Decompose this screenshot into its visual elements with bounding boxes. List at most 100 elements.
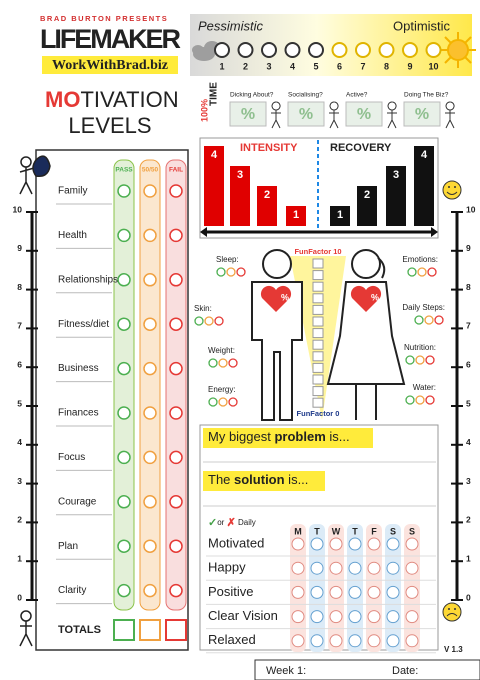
- scale-label: 3: [466, 476, 471, 486]
- daily-circle[interactable]: [367, 561, 381, 575]
- rating-circle[interactable]: [117, 317, 131, 331]
- rating-circle[interactable]: [169, 273, 183, 287]
- rating-circle[interactable]: [143, 495, 157, 509]
- daily-circle[interactable]: [386, 561, 400, 575]
- rating-circle[interactable]: [169, 406, 183, 420]
- daily-circle[interactable]: [291, 537, 305, 551]
- rating-circle[interactable]: [117, 450, 131, 465]
- daily-circle[interactable]: [405, 585, 419, 599]
- rating-circle[interactable]: [117, 495, 131, 509]
- daily-circle[interactable]: [386, 585, 400, 599]
- funfactor-box: [312, 362, 324, 373]
- scale-label: 1: [17, 553, 22, 563]
- daily-circle[interactable]: [386, 634, 400, 648]
- mood-option[interactable]: [331, 42, 348, 58]
- daily-item: Motivated: [208, 535, 264, 550]
- daily-circle[interactable]: [348, 585, 362, 599]
- metric-circle: [226, 267, 236, 277]
- daily-circle[interactable]: [310, 610, 324, 624]
- daily-circle[interactable]: [310, 585, 324, 599]
- daily-circle[interactable]: [291, 634, 305, 648]
- daily-circle[interactable]: [386, 610, 400, 624]
- brand: BRAD BURTON PRESENTS: [40, 14, 168, 23]
- mood-option[interactable]: [402, 42, 418, 58]
- rating-circle[interactable]: [143, 228, 157, 243]
- daily-circle[interactable]: [291, 610, 305, 624]
- time-box: [229, 101, 267, 127]
- mood-option[interactable]: [237, 42, 254, 58]
- daily-circle[interactable]: [291, 585, 305, 599]
- rating-circle[interactable]: [169, 361, 183, 376]
- daily-circle[interactable]: [348, 537, 362, 551]
- rating-circle[interactable]: [143, 539, 157, 553]
- rating-circle[interactable]: [169, 583, 183, 598]
- daily-circle[interactable]: [367, 610, 381, 624]
- mood-option[interactable]: [308, 42, 324, 58]
- daily-circle[interactable]: [367, 537, 381, 551]
- daily-circle[interactable]: [310, 537, 324, 551]
- rating-circle[interactable]: [117, 228, 131, 243]
- mood-option[interactable]: [284, 42, 301, 58]
- rating-circle[interactable]: [169, 184, 183, 198]
- metric-circle: [216, 267, 226, 277]
- daily-circle[interactable]: [329, 585, 343, 599]
- rating-circle[interactable]: [117, 361, 131, 376]
- rating-circle[interactable]: [169, 495, 183, 509]
- daily-circle[interactable]: [405, 537, 419, 551]
- rating-circle[interactable]: [169, 539, 183, 553]
- daily-circle[interactable]: [329, 537, 343, 551]
- daily-circle[interactable]: [291, 561, 305, 575]
- daily-circle[interactable]: [405, 561, 419, 575]
- scale-label: 9: [466, 243, 471, 253]
- time-question: Dicking About?: [230, 92, 274, 99]
- daily-circle[interactable]: [329, 610, 343, 624]
- daily-circle[interactable]: [367, 585, 381, 599]
- daily-circle[interactable]: [405, 634, 419, 648]
- rating-circle[interactable]: [169, 317, 183, 331]
- scale-label: 8: [17, 282, 22, 292]
- mood-option[interactable]: [214, 42, 230, 58]
- rating-circle[interactable]: [117, 406, 131, 420]
- funfactor-box: [312, 316, 324, 327]
- rating-circle[interactable]: [143, 406, 157, 420]
- rating-circle[interactable]: [117, 184, 131, 198]
- recovery-label: RECOVERY: [330, 142, 392, 154]
- scale-label: 10: [13, 204, 23, 214]
- daily-circle[interactable]: [348, 561, 362, 575]
- energy-bar-label: 4: [421, 149, 428, 161]
- mood-option[interactable]: [355, 42, 371, 58]
- daily-circle[interactable]: [329, 634, 343, 648]
- scale-label: 5: [466, 398, 471, 408]
- daily-circle[interactable]: [310, 634, 324, 648]
- man-figure: [251, 249, 303, 421]
- rating-circle[interactable]: [143, 450, 157, 465]
- rating-circle[interactable]: [143, 273, 157, 287]
- metric-label: Daily Steps:: [402, 303, 445, 312]
- metric-circle: [218, 397, 228, 407]
- daily-circle[interactable]: [405, 610, 419, 624]
- rating-circle[interactable]: [117, 583, 131, 598]
- rating-circle[interactable]: [169, 450, 183, 465]
- rating-circle[interactable]: [143, 583, 157, 598]
- daily-circle[interactable]: [348, 634, 362, 648]
- title-highlight: MO: [45, 87, 80, 112]
- energy-bar-label: 3: [237, 169, 243, 181]
- daily-circle[interactable]: [386, 537, 400, 551]
- daily-circle[interactable]: [367, 634, 381, 648]
- mood-number: 2: [243, 61, 248, 71]
- rating-circle[interactable]: [143, 317, 157, 331]
- rating-circle[interactable]: [143, 361, 157, 376]
- scale-label: 5: [17, 398, 22, 408]
- daily-circle[interactable]: [310, 561, 324, 575]
- mood-option[interactable]: [261, 42, 277, 58]
- row-label: Courage: [58, 496, 97, 507]
- rating-circle[interactable]: [117, 539, 131, 553]
- mood-option[interactable]: [378, 42, 395, 58]
- daily-circle[interactable]: [348, 610, 362, 624]
- daily-circle[interactable]: [329, 561, 343, 575]
- rating-circle[interactable]: [117, 273, 131, 287]
- rating-circle[interactable]: [143, 184, 157, 198]
- mood-option[interactable]: [425, 42, 442, 58]
- rating-circle[interactable]: [169, 228, 183, 243]
- energy-bar-label: 2: [364, 189, 370, 201]
